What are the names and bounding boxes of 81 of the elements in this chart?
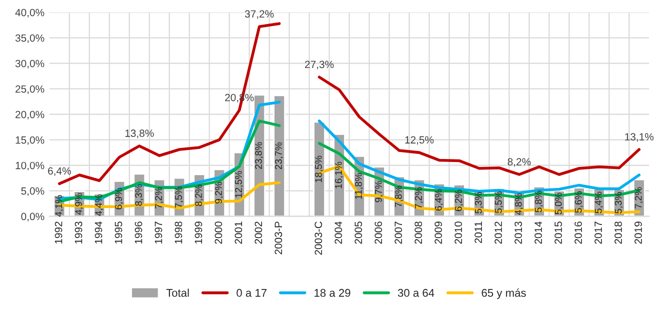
x-tick-label: 2016 xyxy=(574,222,582,244)
legend-label: 65 y más xyxy=(482,288,526,299)
x-tick-label: 2008 xyxy=(414,222,422,244)
y-tick-label: 25,0% xyxy=(16,85,44,94)
x-tick-label: 2004 xyxy=(334,221,342,244)
x-tick-label: 1992 xyxy=(54,222,62,244)
x-tick-label: 1994 xyxy=(94,221,102,244)
bar xyxy=(313,121,326,216)
data-label: 7,8% xyxy=(394,186,403,207)
data-label: 5,4% xyxy=(594,192,603,214)
x-tick-label: 2009 xyxy=(434,222,442,244)
data-label: 12,5% xyxy=(405,136,434,145)
data-label: 6,4% xyxy=(434,189,443,211)
x-tick-label: 1999 xyxy=(194,222,202,244)
data-label: 4,1% xyxy=(55,195,64,217)
data-label: 18,5% xyxy=(315,156,324,182)
x-tick-label: 2015 xyxy=(554,222,562,244)
x-tick-label: 2011 xyxy=(474,222,482,244)
y-tick-label: 10,0% xyxy=(16,162,44,170)
data-label: 16,1% xyxy=(335,162,344,188)
x-tick-label: 2000 xyxy=(214,222,222,244)
data-label: 7,5% xyxy=(175,186,184,208)
x-tick-label: 1997 xyxy=(154,222,162,244)
x-tick-label: 2018 xyxy=(614,222,622,244)
data-label: 4,4% xyxy=(95,194,104,216)
data-label: 11,8% xyxy=(354,173,364,199)
data-label: 4,8% xyxy=(514,193,523,215)
legend-label: 0 a 17 xyxy=(236,288,267,297)
y-tick-label: 30,0% xyxy=(15,60,44,68)
data-label: 27,3% xyxy=(305,60,334,70)
y-tick-label: 40,0% xyxy=(15,8,44,18)
data-label: 6,2% xyxy=(454,190,463,212)
legend-label: 18 a 29 xyxy=(314,288,350,297)
x-tick-label: 2001 xyxy=(234,222,242,244)
x-tick-label: 2006 xyxy=(374,222,382,244)
data-label: 23,7% xyxy=(275,142,284,170)
y-tick-label: 5,0% xyxy=(21,187,44,196)
data-label: 5,3% xyxy=(474,192,483,214)
y-tick-label: 20,0% xyxy=(16,110,44,120)
x-tick-label: 2005 xyxy=(354,222,362,244)
data-label: 5,0% xyxy=(554,192,563,214)
x-tick-label: 2019 xyxy=(634,222,642,244)
data-label: 5,5% xyxy=(494,192,503,213)
y-tick-label: 35,0% xyxy=(15,34,44,43)
data-label: 5,6% xyxy=(574,191,583,213)
data-label: 6,4% xyxy=(48,167,71,176)
x-tick-label: 1996 xyxy=(134,222,142,244)
data-label: 8,2% xyxy=(195,184,204,206)
data-label: 23,8% xyxy=(255,142,264,169)
data-label: 6,9% xyxy=(115,188,124,210)
data-label: 9,7% xyxy=(374,180,384,202)
legend-label: 30 a 64 xyxy=(398,288,434,297)
data-label: 4,9% xyxy=(75,193,84,215)
data-label: 9,2% xyxy=(215,182,224,204)
data-label: 5,8% xyxy=(534,190,543,212)
x-tick-label: 2010 xyxy=(454,222,462,244)
data-label: 37,2% xyxy=(244,10,274,19)
data-label: 8,3% xyxy=(135,184,144,206)
data-label: 12,5% xyxy=(235,170,244,198)
data-label: 13,1% xyxy=(625,133,654,142)
data-label: 8,2% xyxy=(508,158,531,167)
y-tick-label: 0,0% xyxy=(21,212,44,222)
data-label: 13,8% xyxy=(125,130,154,138)
x-tick-label: 1998 xyxy=(174,222,182,244)
x-tick-label: 2007 xyxy=(394,222,402,244)
legend-label: Total xyxy=(166,288,189,297)
data-label: 7,2% xyxy=(155,187,164,209)
data-label: 7,2% xyxy=(634,187,643,209)
y-tick-label: 15,0% xyxy=(16,136,44,145)
x-tick-label: 2002 xyxy=(254,222,262,244)
x-tick-label: 1995 xyxy=(114,222,122,244)
x-tick-label: 2012 xyxy=(494,222,502,244)
data-label: 5,3% xyxy=(614,192,623,214)
x-tick-label: 2017 xyxy=(594,222,602,244)
x-tick-label: 2013 xyxy=(514,222,522,244)
x-tick-label: 2003-C xyxy=(314,222,322,255)
x-tick-label: 2003-P xyxy=(274,222,282,254)
x-tick-label: 1993 xyxy=(74,222,82,244)
x-tick-label: 2014 xyxy=(534,221,542,244)
data-label: 7,2% xyxy=(414,187,423,209)
bar xyxy=(273,94,286,216)
